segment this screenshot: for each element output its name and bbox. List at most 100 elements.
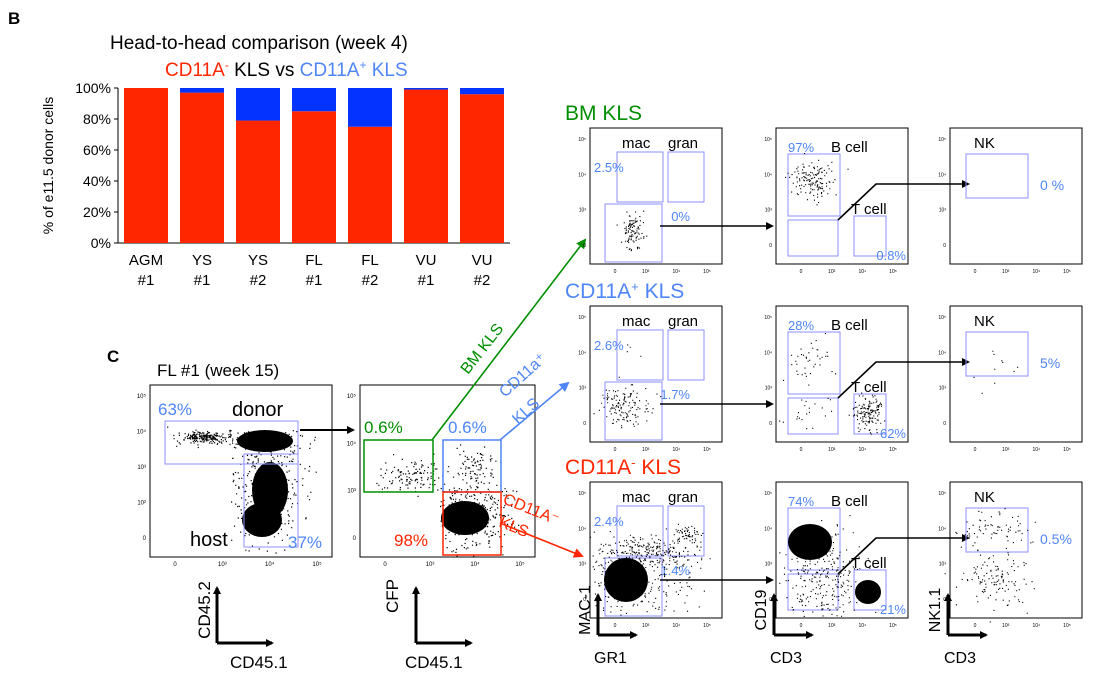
tcell-label: T cell bbox=[851, 201, 887, 218]
y-tick-label: 0 bbox=[583, 597, 586, 603]
gate-nonb bbox=[787, 397, 839, 435]
gran-label: gran bbox=[668, 135, 698, 152]
scatter-points bbox=[779, 397, 833, 430]
nk-pct: 0 % bbox=[1040, 177, 1064, 193]
row-title: CD11A- KLS bbox=[565, 455, 681, 480]
x-tick-label: FL bbox=[361, 252, 379, 269]
gate-host-pct: 37% bbox=[288, 533, 322, 552]
y-tick-label: 10⁵ bbox=[578, 315, 586, 321]
gran-label: gran bbox=[668, 313, 698, 330]
bar-segment bbox=[292, 111, 336, 243]
plot-frame bbox=[775, 127, 909, 265]
nk-pct: 5% bbox=[1040, 355, 1060, 371]
y-tick-label: 10² bbox=[137, 501, 146, 507]
scatter-points bbox=[592, 531, 711, 616]
gate-tcell bbox=[853, 569, 887, 611]
x-tick-label: 10⁴ bbox=[265, 561, 275, 568]
dense-population bbox=[855, 580, 881, 604]
subtitle-neg: CD11A bbox=[165, 60, 225, 81]
y-tick-label: 10⁵ bbox=[938, 315, 946, 321]
scatter-points bbox=[973, 350, 1019, 394]
y-tick-label: 10³ bbox=[579, 386, 587, 392]
arrow-cd11a-pos-label-2: KLS bbox=[509, 395, 543, 428]
gate-donor-pct: 63% bbox=[158, 400, 192, 419]
y-tick-label: 0 bbox=[769, 243, 772, 249]
y-tick-label: 0 bbox=[943, 243, 946, 249]
y-tick-label: 10³ bbox=[765, 386, 773, 392]
x-tick-label: 10⁵ bbox=[889, 623, 897, 629]
subtitle-mid: KLS vs bbox=[229, 60, 300, 81]
gate-nonb bbox=[787, 219, 839, 257]
y-tick-label: 10⁴ bbox=[578, 526, 586, 532]
y-tick-label: 10⁵ bbox=[764, 315, 772, 321]
x-tick-label: 0 bbox=[800, 447, 803, 453]
gate-host bbox=[243, 453, 299, 548]
plot-frame bbox=[949, 305, 1083, 443]
lineage-x-label: CD3 bbox=[944, 650, 976, 667]
scatter-points bbox=[949, 508, 1036, 551]
gran-pct: 1.4% bbox=[660, 563, 690, 578]
bar-segment bbox=[292, 88, 336, 112]
x-tick-label: 10⁵ bbox=[1063, 447, 1071, 453]
x-tick-label: 10⁵ bbox=[889, 447, 897, 453]
x-tick-label: YS bbox=[192, 252, 212, 269]
bar-segment bbox=[460, 94, 504, 243]
gate-donor-label: donor bbox=[232, 399, 283, 421]
nk-pct: 0.5% bbox=[1040, 531, 1072, 547]
nk-label: NK bbox=[974, 135, 995, 152]
subtitle-neg-sup: - bbox=[225, 58, 229, 72]
scatter-points bbox=[448, 444, 502, 499]
y-tick-label: 10³ bbox=[939, 386, 947, 392]
x-tick-label: #2 bbox=[474, 272, 491, 289]
arrow-cd11a-neg bbox=[499, 522, 584, 558]
chart-y-tick-label: 20% bbox=[83, 204, 111, 220]
x-tick-label: 0 bbox=[800, 269, 803, 275]
chart-y-tick-label: 80% bbox=[83, 111, 111, 127]
x-tick-label: 10⁴ bbox=[858, 623, 866, 629]
x-tick-label: 10³ bbox=[1002, 623, 1010, 629]
y-tick-label: 10³ bbox=[347, 489, 356, 495]
x-tick-label: 0 bbox=[614, 269, 617, 275]
lineage-y-label: MAC-1 bbox=[577, 585, 594, 635]
lineage-x-label: CD3 bbox=[770, 650, 802, 667]
x-tick-label: 10³ bbox=[828, 269, 836, 275]
row-title: BM KLS bbox=[565, 102, 642, 125]
bar-segment bbox=[180, 92, 224, 244]
y-tick-label: 0 bbox=[143, 536, 147, 542]
gate-nonb bbox=[787, 573, 839, 611]
scatter-points bbox=[593, 376, 662, 429]
x-tick-label: 10³ bbox=[828, 623, 836, 629]
bar-segment bbox=[236, 120, 280, 243]
gran-label: gran bbox=[668, 489, 698, 506]
panel-c-letter: C bbox=[107, 347, 119, 366]
chart-y-tick-label: 100% bbox=[75, 80, 111, 96]
plot1-y-label: CD45.2 bbox=[195, 581, 214, 639]
subtitle-end: KLS bbox=[366, 60, 407, 81]
x-tick-label: 10³ bbox=[1002, 269, 1010, 275]
scatter-points bbox=[944, 533, 1035, 623]
gate-bcell bbox=[787, 153, 841, 217]
x-tick-label: 10⁴ bbox=[470, 561, 480, 568]
x-tick-label: 10³ bbox=[642, 623, 650, 629]
gate-bcell bbox=[787, 331, 841, 395]
row-title-sup: - bbox=[631, 455, 635, 470]
x-tick-label: 10⁴ bbox=[672, 623, 680, 629]
row-title-main: BM KLS bbox=[565, 102, 642, 125]
gate-arrow bbox=[837, 534, 970, 575]
bcell-pct: 97% bbox=[788, 140, 814, 155]
mac-pct: 2.4% bbox=[594, 514, 624, 529]
bar-segment bbox=[236, 88, 280, 121]
bar-segment bbox=[180, 88, 224, 93]
subtitle-pos: CD11A bbox=[300, 60, 360, 81]
dense-population bbox=[242, 503, 282, 537]
y-tick-label: 10⁴ bbox=[938, 526, 946, 532]
gate-nk bbox=[965, 331, 1029, 377]
y-tick-label: 10³ bbox=[579, 562, 587, 568]
gate-lineage-neg bbox=[604, 557, 663, 617]
plot-frame bbox=[775, 305, 909, 443]
x-tick-label: 10⁵ bbox=[703, 269, 711, 275]
scatter-points bbox=[626, 344, 642, 357]
dense-population bbox=[237, 430, 293, 452]
x-tick-label: 10³ bbox=[642, 269, 650, 275]
chart-y-tick-label: 40% bbox=[83, 173, 111, 189]
